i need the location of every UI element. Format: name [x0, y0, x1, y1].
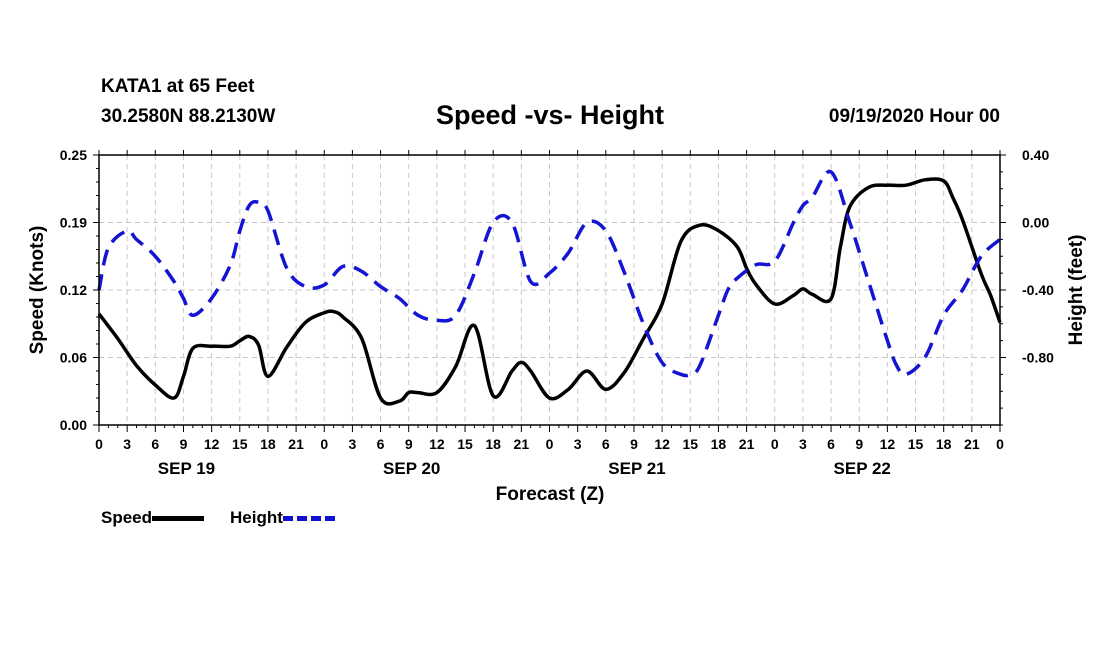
x-tick-label: 12: [429, 436, 445, 452]
x-tick-label: 21: [288, 436, 304, 452]
x-tick-label: 6: [377, 436, 385, 452]
x-tick-label: 9: [180, 436, 188, 452]
chart-title-text: Speed -vs- Height: [435, 100, 665, 130]
legend-speed-swatch: [152, 516, 205, 522]
x-tick-label: 6: [602, 436, 610, 452]
x-tick-label: 0: [546, 436, 554, 452]
y-tick-label: 0.19: [60, 215, 87, 231]
y2-tick-label: -0.40: [1022, 282, 1054, 298]
x-tick-label: 18: [485, 436, 501, 452]
x-tick-label: 18: [711, 436, 727, 452]
date-label: SEP 20: [383, 459, 440, 478]
x-tick-label: 6: [151, 436, 159, 452]
y2-tick-label: -0.80: [1022, 350, 1054, 366]
y-tick-label: 0.25: [60, 147, 87, 163]
x-tick-label: 12: [204, 436, 220, 452]
x-tick-label: 12: [880, 436, 896, 452]
x-tick-label: 0: [320, 436, 328, 452]
legend-speed: Speed: [101, 508, 205, 528]
x-tick-label: 15: [232, 436, 248, 452]
tick-layer: [93, 150, 1006, 432]
x-tick-label: 9: [855, 436, 863, 452]
x-axis-title: Forecast (Z): [496, 484, 605, 505]
legend-height-label: Height: [230, 508, 283, 527]
legend-height: Height: [230, 508, 335, 528]
station-name: KATA1 at 65 Feet: [101, 76, 255, 97]
y-tick-label: 0.06: [60, 350, 87, 366]
y2-axis-title: Height (feet): [1066, 235, 1087, 346]
x-tick-label: 3: [799, 436, 807, 452]
series-line-speed: [97, 177, 1002, 406]
forecast-datetime: 09/19/2020 Hour 00: [828, 106, 1000, 127]
station-coordinates: 30.2580N 88.2130W: [101, 106, 276, 127]
x-tick-label: 15: [682, 436, 698, 452]
date-label: SEP 21: [608, 459, 665, 478]
y2-tick-label: 0.40: [1022, 147, 1049, 163]
label-layer: 0 3 6 9 12 15 18 21 0 3 6 9 12 15 18 21 0 3 6 9 12 15 18 21 0 3 6 9…: [27, 147, 1087, 505]
y-tick-label: 0.12: [60, 282, 87, 298]
x-tick-label: 3: [349, 436, 357, 452]
x-tick-label: 3: [123, 436, 131, 452]
y-tick-label: 0.00: [60, 417, 87, 433]
x-tick-label: 21: [964, 436, 980, 452]
x-tick-label: 9: [405, 436, 413, 452]
grid-layer: [99, 155, 1000, 425]
x-tick-label: 0: [771, 436, 779, 452]
x-tick-label: 18: [260, 436, 276, 452]
legend-speed-label: Speed: [101, 508, 153, 527]
x-tick-label: 12: [654, 436, 670, 452]
date-label: SEP 22: [834, 459, 891, 478]
x-tick-label: 15: [457, 436, 473, 452]
series-line-height: [97, 169, 1002, 378]
y2-tick-label: 0.00: [1022, 215, 1049, 231]
chart-title: Speed -vs- Height: [0, 100, 1100, 131]
x-tick-label: 6: [827, 436, 835, 452]
x-tick-label: 21: [514, 436, 530, 452]
x-tick-label: 0: [996, 436, 1004, 452]
legend-height-swatch: [282, 516, 335, 522]
x-tick-label: 18: [936, 436, 952, 452]
y-axis-title: Speed (Knots): [27, 226, 48, 355]
x-tick-label: 3: [574, 436, 582, 452]
x-tick-label: 9: [630, 436, 638, 452]
date-label: SEP 19: [158, 459, 215, 478]
x-tick-label: 15: [908, 436, 924, 452]
series-layer: [97, 169, 1002, 406]
x-tick-label: 0: [95, 436, 103, 452]
x-tick-label: 21: [739, 436, 755, 452]
